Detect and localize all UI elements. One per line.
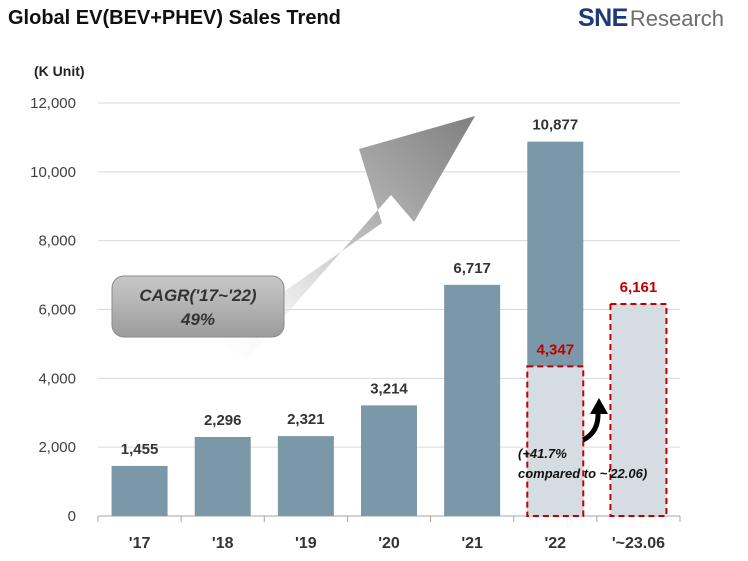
bar (444, 284, 501, 516)
y-tick-label: 8,000 (38, 233, 76, 250)
data-label: 2,296 (204, 412, 242, 429)
data-label: 10,877 (532, 117, 578, 134)
highlight-data-label: 4,347 (537, 341, 575, 358)
bar (277, 436, 334, 516)
data-label: 6,161 (620, 279, 658, 296)
data-label: 1,455 (121, 441, 159, 458)
highlight-bar (526, 365, 585, 517)
y-tick-label: 0 (68, 508, 76, 525)
cagr-line2: 49% (180, 310, 215, 329)
bar (609, 302, 668, 517)
data-label: 2,321 (287, 411, 325, 428)
data-label: 3,214 (370, 380, 408, 397)
x-tick-label: '20 (378, 535, 400, 552)
growth-note-line1: (+41.7% (518, 446, 567, 461)
logo-research-text: Research (629, 5, 724, 31)
x-tick-label: '~23.06 (612, 535, 665, 552)
y-tick-label: 6,000 (38, 302, 76, 319)
y-tick-label: 10,000 (30, 164, 76, 181)
bar (361, 405, 417, 516)
bar (194, 436, 251, 516)
chart-title: Global EV(BEV+PHEV) Sales Trend (8, 7, 341, 29)
growth-curve-arrow (581, 411, 601, 443)
y-tick-label: 4,000 (38, 370, 76, 387)
unit-label: (K Unit) (34, 63, 85, 79)
x-tick-label: '22 (544, 535, 566, 552)
cagr-box: CAGR('17~'22) 49% (111, 275, 285, 338)
x-tick-label: '17 (129, 535, 151, 552)
cagr-line1: CAGR('17~'22) (139, 286, 257, 305)
x-tick-label: '21 (461, 535, 483, 552)
y-tick-label: 2,000 (38, 439, 76, 456)
data-label: 6,717 (453, 260, 491, 277)
sne-research-logo: SNE Research (578, 4, 724, 33)
x-tick-label: '19 (295, 535, 317, 552)
logo-sne-text: SNE (577, 4, 628, 32)
bar (111, 465, 168, 516)
growth-note-line2: compared to ~'22.06) (518, 466, 647, 481)
growth-curve-arrowhead (590, 398, 608, 414)
x-tick-label: '18 (212, 535, 234, 552)
y-tick-label: 12,000 (30, 95, 76, 112)
